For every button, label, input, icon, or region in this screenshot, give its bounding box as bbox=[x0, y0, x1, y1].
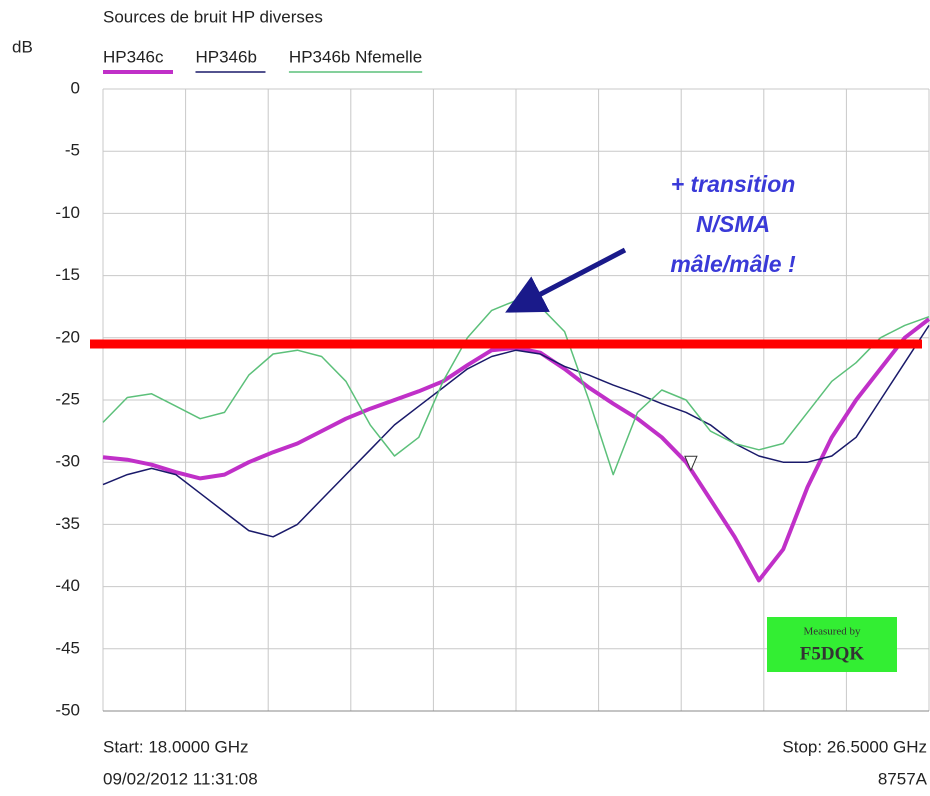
y-tick-label: -50 bbox=[55, 700, 80, 719]
start-label: Start: 18.0000 GHz bbox=[103, 737, 249, 756]
timestamp: 09/02/2012 11:31:08 bbox=[103, 769, 258, 788]
annotation: N/SMA bbox=[696, 211, 770, 237]
series-line bbox=[102, 324, 930, 538]
annotation: mâle/mâle ! bbox=[670, 251, 796, 277]
y-tick-label: -25 bbox=[55, 389, 80, 408]
y-axis-label: dB bbox=[12, 37, 33, 56]
stamp-text: Measured by bbox=[803, 626, 861, 638]
y-tick-label: -15 bbox=[55, 265, 80, 284]
marker bbox=[684, 455, 698, 472]
y-tick-label: -45 bbox=[55, 638, 80, 657]
instrument: 8757A bbox=[878, 769, 928, 788]
annotation-arrow bbox=[505, 247, 627, 313]
y-tick-label: -20 bbox=[55, 327, 80, 346]
y-tick-label: -40 bbox=[55, 576, 80, 595]
y-tick-label: -30 bbox=[55, 452, 80, 471]
y-tick-label: -10 bbox=[55, 203, 80, 222]
chart-title: Sources de bruit HP diverses bbox=[103, 7, 323, 26]
stop-label: Stop: 26.5000 GHz bbox=[782, 737, 927, 756]
y-tick-label: -5 bbox=[65, 141, 80, 160]
legend-label: HP346b bbox=[195, 47, 256, 66]
annotation: + transition bbox=[671, 171, 796, 197]
stamp-text: F5DQK bbox=[800, 643, 865, 664]
y-tick-label: 0 bbox=[71, 78, 80, 97]
legend-label: HP346c bbox=[103, 47, 164, 66]
legend-label: HP346b Nfemelle bbox=[289, 47, 422, 66]
y-tick-label: -35 bbox=[55, 514, 80, 533]
stamp-box bbox=[767, 617, 897, 672]
